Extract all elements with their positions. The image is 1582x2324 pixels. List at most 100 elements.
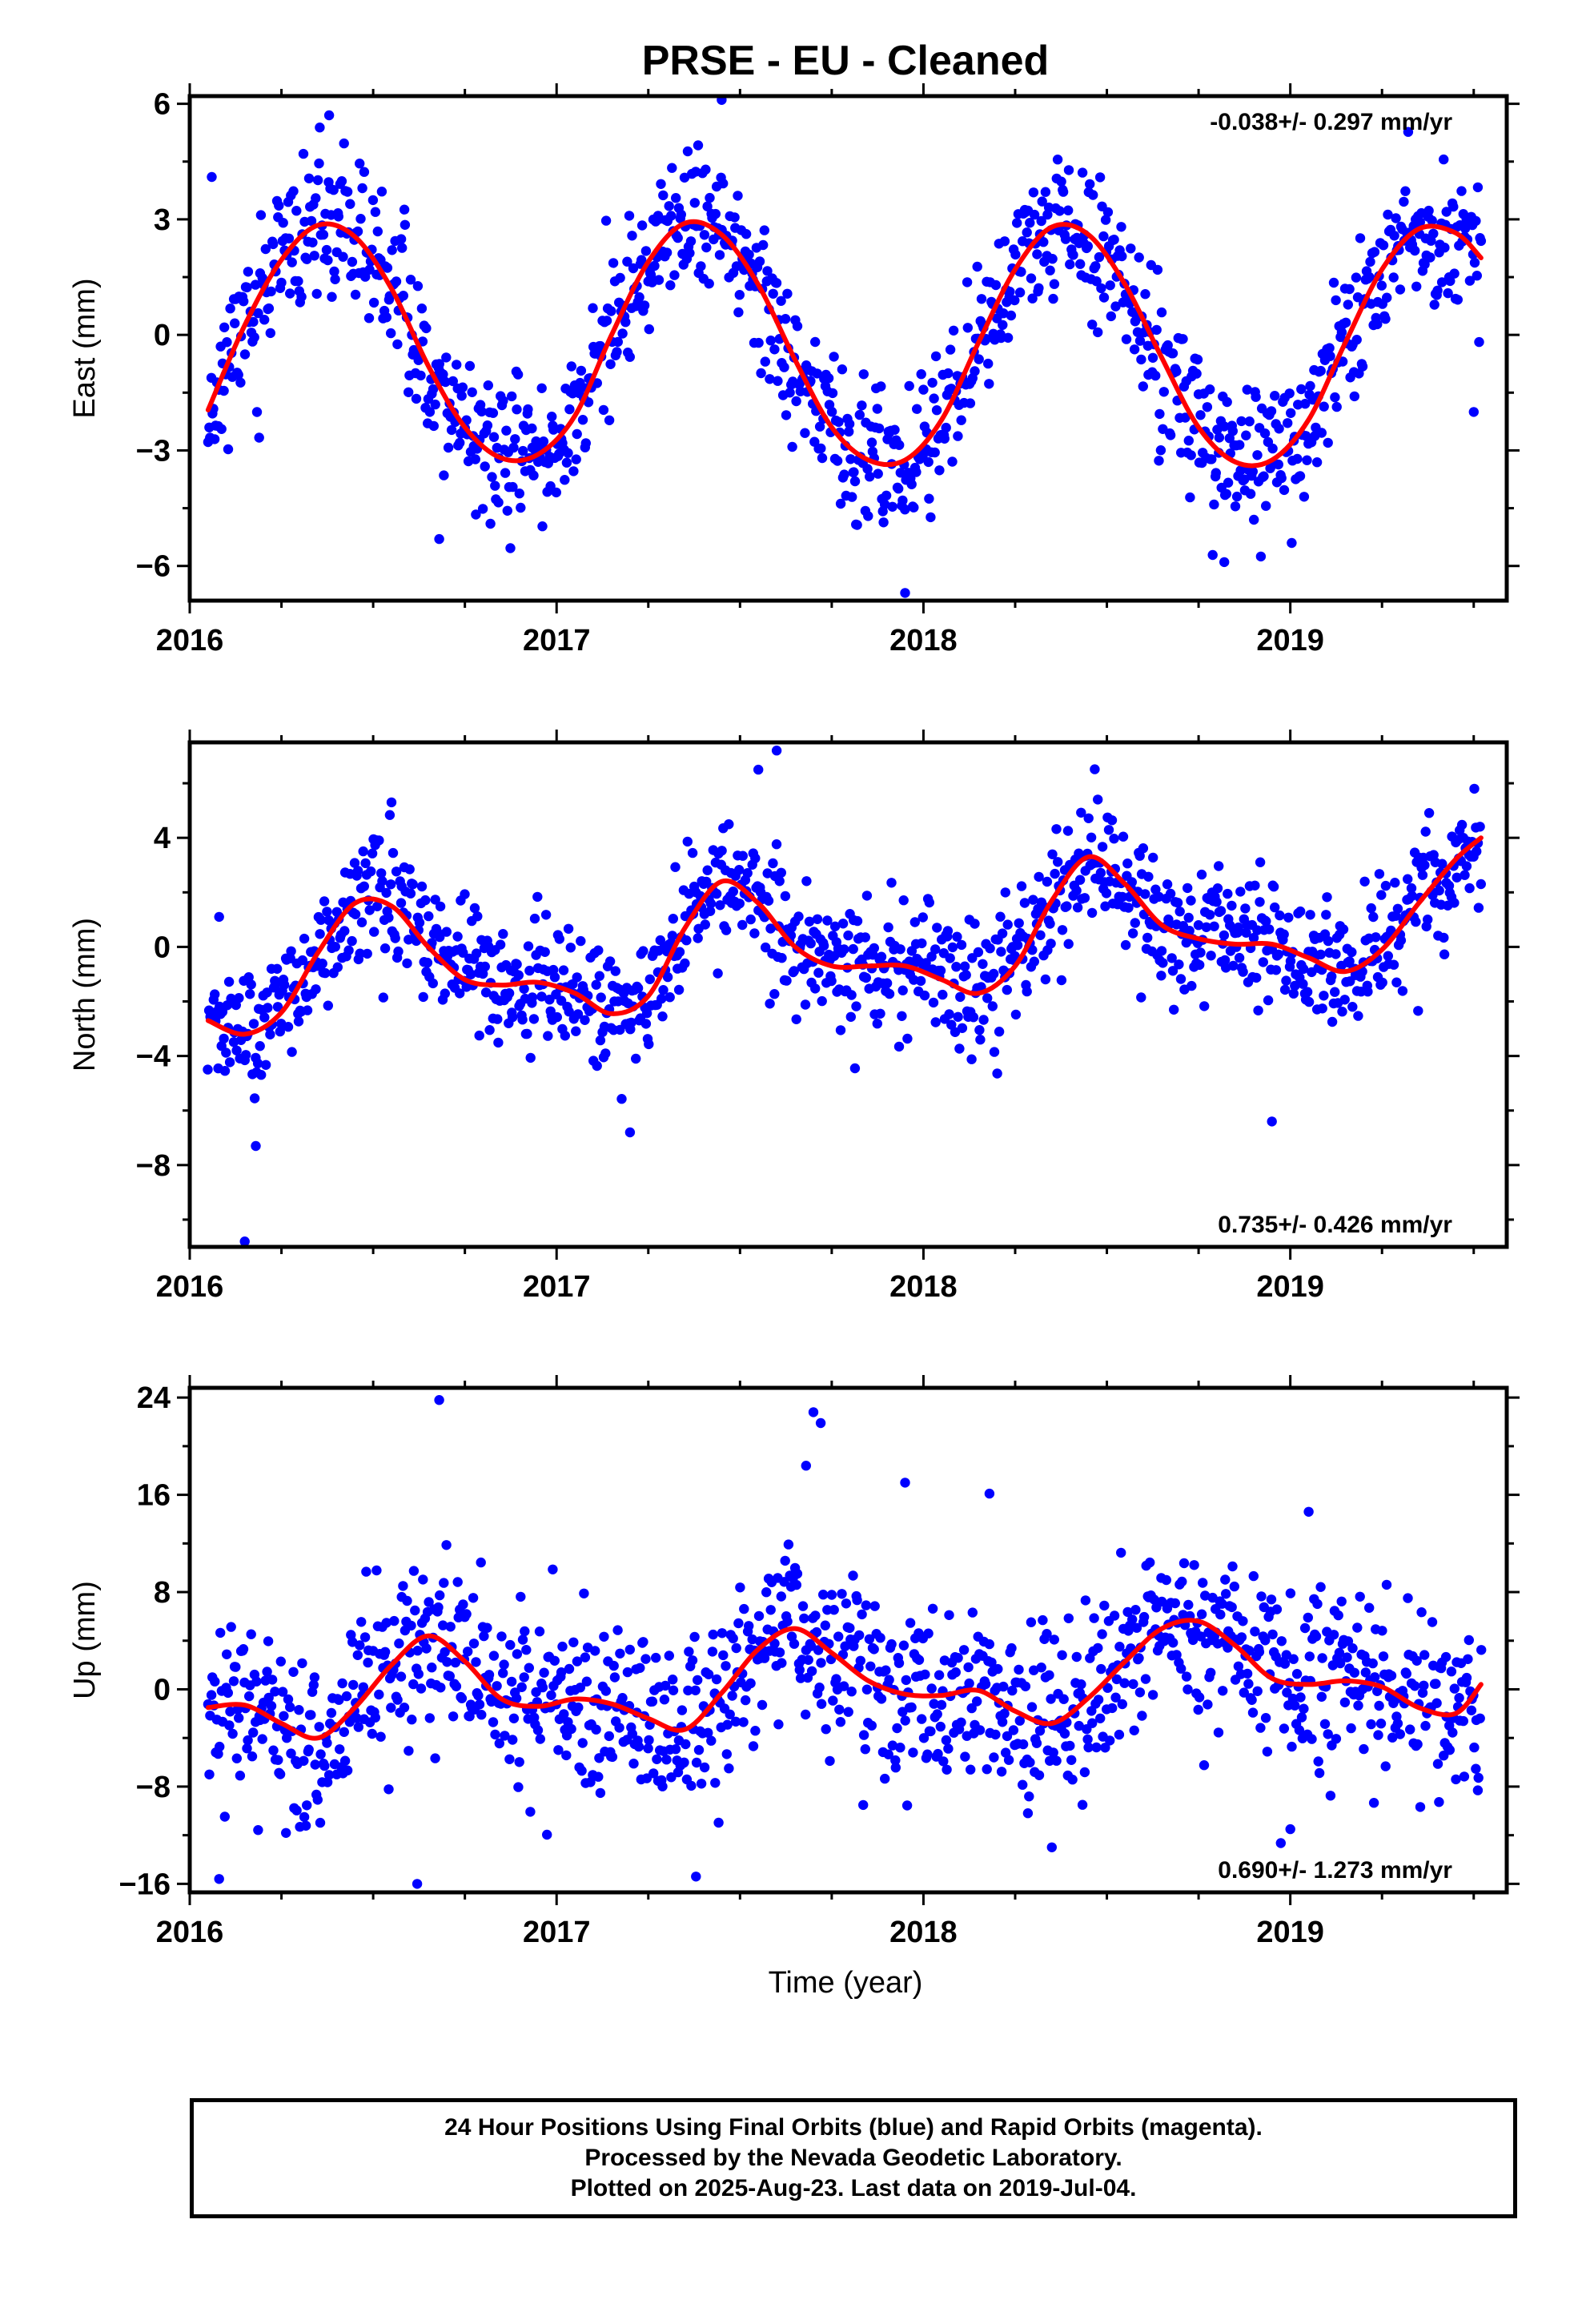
data-point [256, 1070, 267, 1080]
data-point [1413, 1006, 1423, 1016]
data-point [1000, 887, 1011, 898]
data-point [1476, 1645, 1487, 1655]
data-point [545, 480, 556, 492]
data-point [1049, 1634, 1060, 1645]
data-point [580, 1652, 591, 1663]
data-point [399, 204, 410, 215]
data-point [291, 206, 302, 216]
data-point [1142, 932, 1153, 943]
data-point [627, 231, 637, 241]
data-point [604, 956, 616, 967]
data-point [669, 270, 680, 280]
data-point-outlier [815, 1417, 826, 1429]
data-point [1100, 215, 1111, 225]
data-point [268, 239, 279, 250]
data-point [1048, 293, 1058, 304]
data-point [685, 247, 695, 259]
data-point [1044, 1670, 1054, 1680]
data-point [641, 1008, 652, 1019]
data-point [517, 1015, 528, 1025]
data-point [1154, 408, 1165, 420]
data-point [471, 948, 482, 959]
data-point [916, 369, 926, 380]
data-point [656, 179, 666, 189]
data-point [333, 211, 343, 222]
data-point [1154, 456, 1164, 466]
data-point [1161, 1574, 1172, 1586]
data-point [670, 862, 681, 872]
data-point [528, 470, 539, 480]
data-point [287, 1047, 297, 1057]
data-point [1088, 190, 1098, 200]
data-point [364, 264, 375, 275]
data-point [277, 1687, 288, 1697]
data-point [1093, 794, 1103, 805]
data-point [1040, 187, 1051, 197]
data-point [941, 1735, 952, 1746]
data-point [1063, 939, 1074, 949]
data-point [1114, 1642, 1125, 1652]
data-point [1403, 1593, 1413, 1603]
data-point [662, 971, 673, 983]
data-point [1062, 826, 1074, 836]
data-point [801, 1709, 811, 1720]
data-point [231, 1753, 242, 1763]
data-point-outlier [717, 96, 727, 105]
data-point [1205, 910, 1215, 920]
data-point [1287, 1741, 1297, 1752]
data-point [394, 1638, 404, 1649]
data-point [731, 1642, 741, 1654]
data-point [1374, 1700, 1384, 1711]
data-point [434, 359, 444, 369]
data-point [320, 967, 331, 979]
data-point [576, 365, 587, 376]
data-point [640, 1654, 651, 1664]
data-point [536, 991, 547, 1002]
data-point [358, 1682, 368, 1692]
data-point [919, 990, 930, 1001]
data-point [460, 889, 470, 899]
data-point [1439, 949, 1450, 959]
data-point [382, 263, 393, 273]
data-point [1241, 430, 1251, 440]
data-point [769, 1638, 780, 1649]
data-point [524, 965, 535, 976]
data-point [523, 404, 533, 415]
data-point [1411, 916, 1421, 927]
data-point [498, 929, 508, 939]
data-point [897, 495, 908, 506]
data-point [826, 407, 837, 417]
data-point [1325, 351, 1335, 361]
data-point [557, 1641, 568, 1652]
data-point [335, 1744, 345, 1755]
east-y-axis-label: East (mm) [68, 278, 102, 418]
data-point [240, 1050, 251, 1060]
data-point [906, 1702, 917, 1713]
data-point [402, 1595, 412, 1606]
data-point [1148, 852, 1158, 863]
data-point [683, 1685, 693, 1696]
data-point [1407, 891, 1417, 902]
data-point [887, 1740, 898, 1751]
data-point [930, 944, 941, 955]
data-point [1056, 975, 1067, 986]
data-point [537, 1682, 548, 1693]
data-point [909, 502, 919, 513]
data-point [761, 942, 771, 953]
data-point [1373, 1730, 1383, 1740]
data-point [693, 1745, 705, 1755]
data-point [1288, 988, 1299, 999]
data-point [538, 436, 549, 447]
data-point [671, 193, 681, 203]
data-point [1085, 179, 1095, 190]
data-point [728, 887, 738, 897]
data-point [1032, 249, 1042, 259]
data-point [1397, 986, 1408, 996]
data-point [989, 1047, 1000, 1057]
up-rate-label: 0.690+/- 1.273 mm/yr [1218, 1857, 1452, 1884]
data-point [989, 1752, 999, 1763]
data-point [1140, 1674, 1151, 1684]
data-point [1300, 399, 1311, 409]
data-point [973, 947, 984, 958]
data-point [730, 1716, 741, 1727]
